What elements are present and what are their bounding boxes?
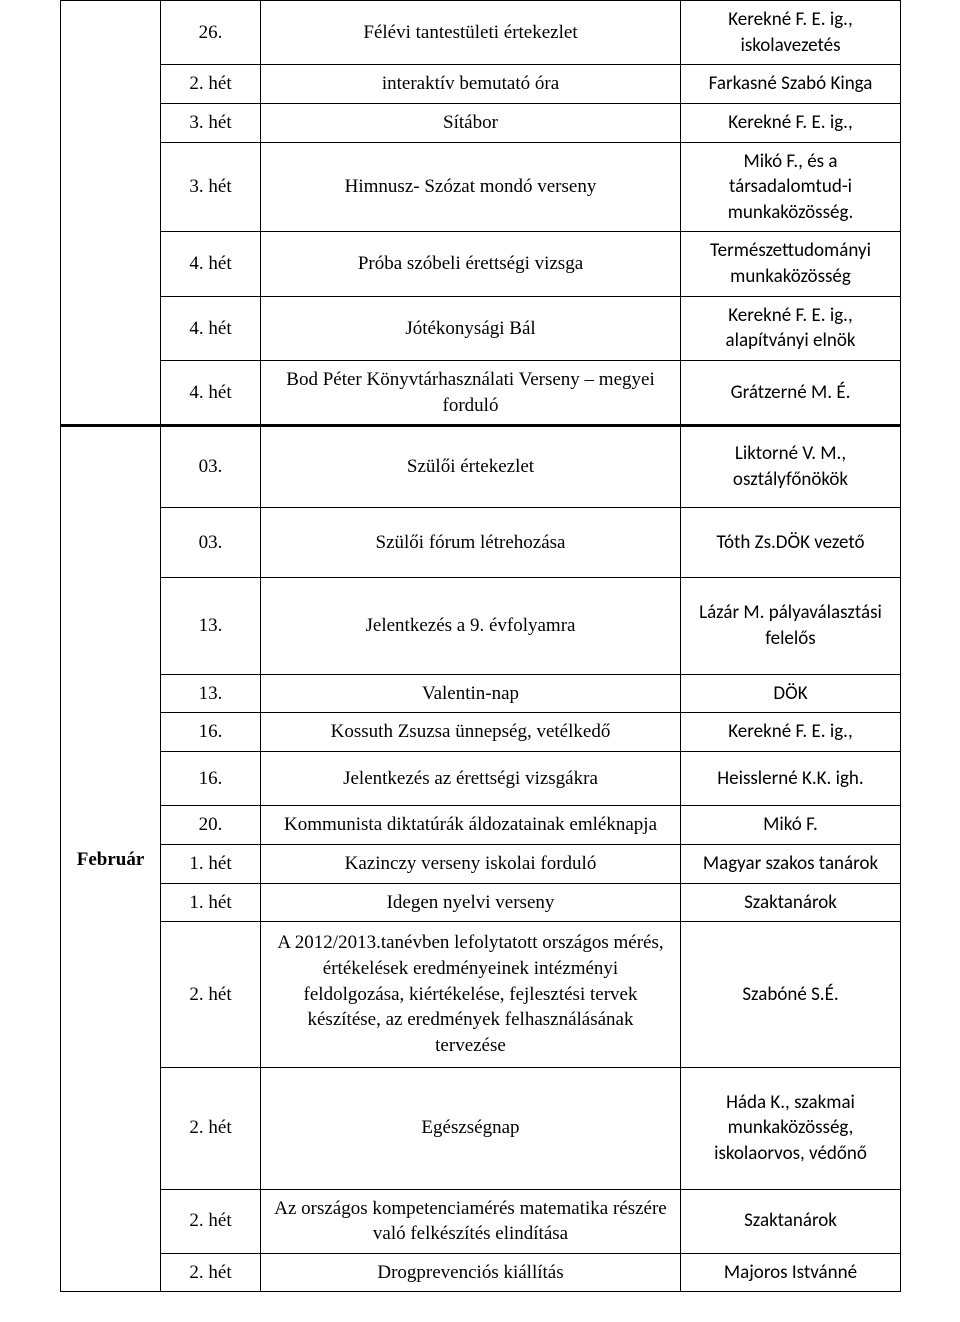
date-cell: 16. [161,713,261,752]
who-cell: Szabóné S.É. [681,922,901,1067]
who-cell: Kerekné F. E. ig., alapítványi elnök [681,296,901,360]
event-cell: A 2012/2013.tanévben lefolytatott ország… [261,922,681,1067]
date-cell: 3. hét [161,103,261,142]
table-row: 4. hét Bod Péter Könyvtárhasználati Vers… [61,361,901,426]
table-row: 26. Félévi tantestületi értekezlet Kerek… [61,1,901,65]
event-cell: Jótékonysági Bál [261,296,681,360]
who-cell: Természettudományi munkaközösség [681,232,901,296]
schedule-body: 26. Félévi tantestületi értekezlet Kerek… [61,1,901,1292]
who-cell: Kerekné F. E. ig., iskolavezetés [681,1,901,65]
table-row: 4. hét Jótékonysági Bál Kerekné F. E. ig… [61,296,901,360]
date-cell: 03. [161,507,261,578]
who-cell: Mikó F. [681,806,901,845]
month-cell: Február [61,426,161,1292]
date-cell: 20. [161,806,261,845]
event-cell: Idegen nyelvi verseny [261,883,681,922]
who-cell: Lázár M. pályaválasztási felelős [681,578,901,674]
table-row: 1. hét Idegen nyelvi verseny Szaktanárok [61,883,901,922]
who-cell: Kerekné F. E. ig., [681,103,901,142]
date-cell: 4. hét [161,361,261,426]
event-cell: Jelentkezés az érettségi vizsgákra [261,751,681,806]
who-cell: Háda K., szakmai munkaközösség, iskolaor… [681,1067,901,1189]
event-cell: Bod Péter Könyvtárhasználati Verseny – m… [261,361,681,426]
date-cell: 2. hét [161,1253,261,1292]
schedule-table: 26. Félévi tantestületi értekezlet Kerek… [60,0,901,1292]
table-row: 20. Kommunista diktatúrák áldozatainak e… [61,806,901,845]
date-cell: 26. [161,1,261,65]
date-cell: 1. hét [161,883,261,922]
table-row: 2. hét Az országos kompetenciamérés mate… [61,1189,901,1253]
who-cell: Farkasné Szabó Kinga [681,65,901,104]
table-row: Február 03. Szülői értekezlet Liktorné V… [61,426,901,507]
who-cell: Szaktanárok [681,1189,901,1253]
date-cell: 16. [161,751,261,806]
who-cell: Grátzerné M. É. [681,361,901,426]
who-cell: Mikó F., és a társadalomtud-i munkaközös… [681,142,901,232]
date-cell: 4. hét [161,232,261,296]
event-cell: Sítábor [261,103,681,142]
table-row: 03. Szülői fórum létrehozása Tóth Zs.DÖK… [61,507,901,578]
who-cell: Kerekné F. E. ig., [681,713,901,752]
date-cell: 4. hét [161,296,261,360]
who-cell: Szaktanárok [681,883,901,922]
event-cell: Az országos kompetenciamérés matematika … [261,1189,681,1253]
event-cell: Jelentkezés a 9. évfolyamra [261,578,681,674]
date-cell: 13. [161,578,261,674]
event-cell: Kommunista diktatúrák áldozatainak emlék… [261,806,681,845]
event-cell: Kossuth Zsuzsa ünnepség, vetélkedő [261,713,681,752]
page: 26. Félévi tantestületi értekezlet Kerek… [0,0,960,1322]
who-cell: Tóth Zs.DÖK vezető [681,507,901,578]
event-cell: Egészségnap [261,1067,681,1189]
date-cell: 13. [161,674,261,713]
date-cell: 2. hét [161,65,261,104]
table-row: 16. Kossuth Zsuzsa ünnepség, vetélkedő K… [61,713,901,752]
month-cell-blank [61,1,161,426]
table-row: 1. hét Kazinczy verseny iskolai forduló … [61,845,901,884]
who-cell: Magyar szakos tanárok [681,845,901,884]
who-cell: DÖK [681,674,901,713]
date-cell: 2. hét [161,1067,261,1189]
event-cell: Kazinczy verseny iskolai forduló [261,845,681,884]
table-row: 13. Jelentkezés a 9. évfolyamra Lázár M.… [61,578,901,674]
table-row: 3. hét Himnusz- Szózat mondó verseny Mik… [61,142,901,232]
event-cell: interaktív bemutató óra [261,65,681,104]
event-cell: Himnusz- Szózat mondó verseny [261,142,681,232]
table-row: 4. hét Próba szóbeli érettségi vizsga Te… [61,232,901,296]
event-cell: Valentin-nap [261,674,681,713]
date-cell: 2. hét [161,1189,261,1253]
table-row: 2. hét interaktív bemutató óra Farkasné … [61,65,901,104]
event-cell: Félévi tantestületi értekezlet [261,1,681,65]
date-cell: 03. [161,426,261,507]
table-row: 3. hét Sítábor Kerekné F. E. ig., [61,103,901,142]
who-cell: Majoros Istvánné [681,1253,901,1292]
event-cell: Drogprevenciós kiállítás [261,1253,681,1292]
event-cell: Próba szóbeli érettségi vizsga [261,232,681,296]
date-cell: 1. hét [161,845,261,884]
table-row: 13. Valentin-nap DÖK [61,674,901,713]
event-cell: Szülői fórum létrehozása [261,507,681,578]
event-cell: Szülői értekezlet [261,426,681,507]
date-cell: 3. hét [161,142,261,232]
who-cell: Heisslerné K.K. igh. [681,751,901,806]
table-row: 2. hét A 2012/2013.tanévben lefolytatott… [61,922,901,1067]
date-cell: 2. hét [161,922,261,1067]
who-cell: Liktorné V. M., osztályfőnökök [681,426,901,507]
table-row: 2. hét Drogprevenciós kiállítás Majoros … [61,1253,901,1292]
table-row: 2. hét Egészségnap Háda K., szakmai munk… [61,1067,901,1189]
table-row: 16. Jelentkezés az érettségi vizsgákra H… [61,751,901,806]
